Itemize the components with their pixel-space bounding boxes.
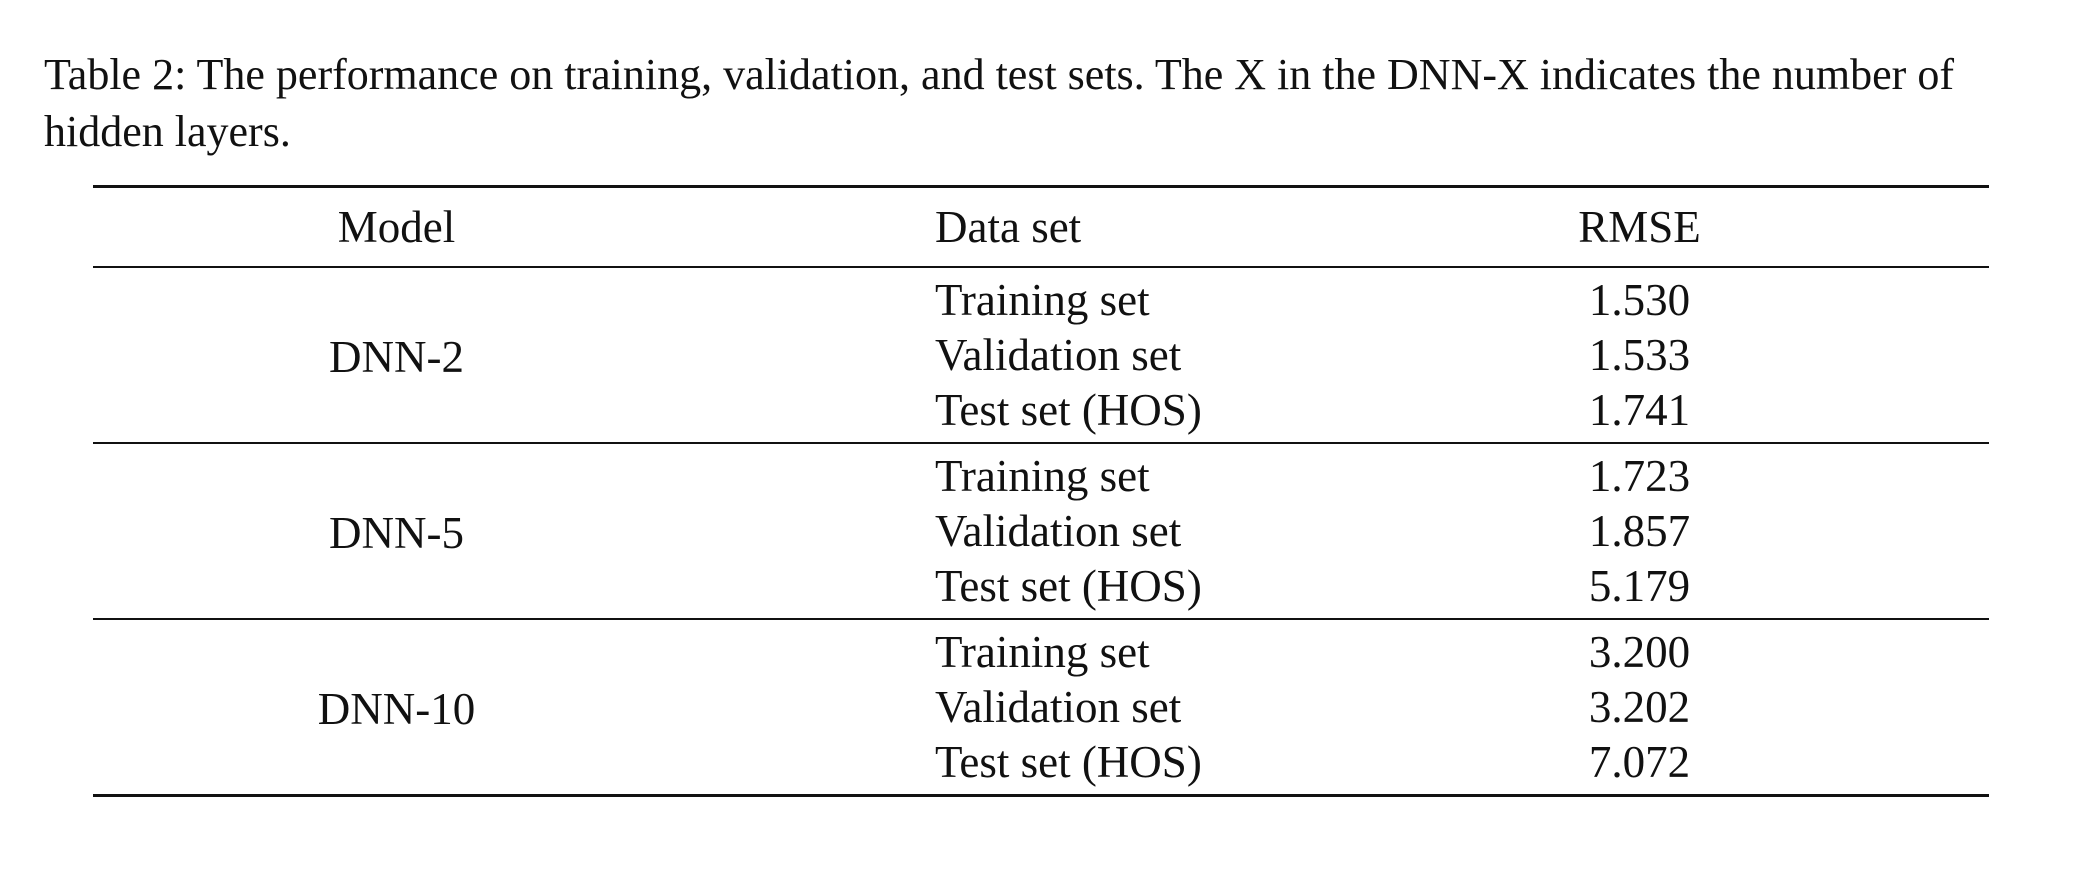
table-row: DNN-5 Training set 1.723 bbox=[93, 443, 1989, 558]
data-set-cell: Training set bbox=[935, 451, 1150, 501]
table-row: Validation set 1.533 bbox=[93, 328, 1989, 383]
group-dnn-10: DNN-10 Training set 3.200 Validation set… bbox=[93, 619, 1989, 796]
rmse-cell: 1.741 bbox=[1588, 385, 1691, 435]
table-row: Test set (HOS) 5.179 bbox=[93, 559, 1989, 619]
rmse-cell: 1.857 bbox=[1588, 506, 1691, 556]
table-header: Model Data set RMSE bbox=[93, 186, 1989, 267]
rmse-cell: 3.200 bbox=[1588, 627, 1691, 677]
data-set-cell: Test set (HOS) bbox=[935, 561, 1202, 611]
rmse-cell: 1.530 bbox=[1588, 275, 1691, 325]
table-row: Test set (HOS) 7.072 bbox=[93, 735, 1989, 796]
table-row: DNN-10 Training set 3.200 bbox=[93, 619, 1989, 734]
header-model: Model bbox=[337, 202, 456, 252]
data-set-cell: Validation set bbox=[935, 506, 1182, 556]
group-dnn-2: DNN-2 Training set 1.530 Validation set … bbox=[93, 267, 1989, 443]
table-row: Validation set 3.202 bbox=[93, 680, 1989, 735]
group-dnn-5: DNN-5 Training set 1.723 Validation set … bbox=[93, 443, 1989, 619]
header-row: Model Data set RMSE bbox=[93, 186, 1989, 267]
rmse-cell: 1.723 bbox=[1588, 451, 1691, 501]
data-set-cell: Validation set bbox=[935, 682, 1182, 732]
table-row: Test set (HOS) 1.741 bbox=[93, 383, 1989, 443]
model-name: DNN-10 bbox=[317, 684, 476, 734]
data-set-cell: Training set bbox=[935, 627, 1150, 677]
header-rmse: RMSE bbox=[1578, 202, 1701, 252]
rmse-cell: 1.533 bbox=[1588, 330, 1691, 380]
table-row: DNN-2 Training set 1.530 bbox=[93, 267, 1989, 382]
header-data-set: Data set bbox=[935, 202, 1082, 252]
results-table: Model Data set RMSE DNN-2 Training set 1… bbox=[93, 185, 1989, 797]
data-set-cell: Validation set bbox=[935, 330, 1182, 380]
table-row: Validation set 1.857 bbox=[93, 504, 1989, 559]
data-set-cell: Test set (HOS) bbox=[935, 737, 1202, 787]
table-caption: Table 2: The performance on training, va… bbox=[44, 50, 1954, 156]
data-set-cell: Test set (HOS) bbox=[935, 385, 1202, 435]
model-name: DNN-5 bbox=[329, 508, 464, 558]
data-set-cell: Training set bbox=[935, 275, 1150, 325]
rmse-cell: 3.202 bbox=[1588, 682, 1691, 732]
model-name: DNN-2 bbox=[329, 332, 464, 382]
rmse-cell: 5.179 bbox=[1588, 561, 1691, 611]
rmse-cell: 7.072 bbox=[1588, 737, 1691, 787]
